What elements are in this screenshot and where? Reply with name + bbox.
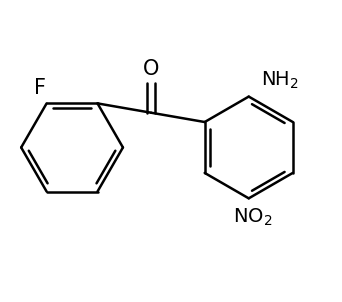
Text: F: F (34, 78, 45, 98)
Text: NH$_2$: NH$_2$ (262, 70, 299, 91)
Text: O: O (143, 59, 159, 79)
Text: NO$_2$: NO$_2$ (233, 207, 272, 228)
